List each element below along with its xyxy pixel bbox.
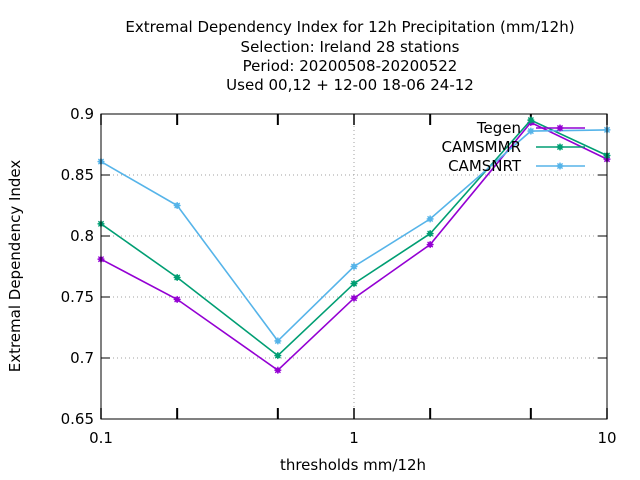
data-point — [556, 162, 564, 170]
title-line-1: Extremal Dependency Index for 12h Precip… — [125, 18, 574, 36]
x-tick-label: 1 — [349, 429, 359, 447]
axis-ticks: 0.65 0.7 0.75 0.8 0.85 0.9 0.1 1 10 — [61, 105, 617, 447]
data-point — [350, 294, 358, 302]
legend-label: CAMSMMR — [441, 138, 521, 156]
data-point — [426, 241, 434, 249]
data-point — [527, 116, 535, 124]
data-point — [274, 366, 282, 374]
title-line-4: Used 00,12 + 12-00 18-06 24-12 — [226, 76, 474, 94]
title-line-3: Period: 20200508-20200522 — [243, 57, 458, 75]
y-axis-label: Extremal Dependency Index — [6, 160, 24, 373]
data-point — [556, 143, 564, 151]
series-camsnrt — [97, 126, 611, 345]
data-point — [274, 337, 282, 345]
x-axis-label: thresholds mm/12h — [280, 456, 426, 474]
series-line-camsmmr — [100, 119, 608, 357]
data-point — [173, 202, 181, 209]
data-point — [527, 127, 535, 135]
y-tick-label: 0.75 — [61, 288, 94, 306]
legend-entry-camsmmr: CAMSMMR — [441, 138, 585, 156]
y-tick-label: 0.85 — [61, 166, 94, 184]
legend-entry-tegen: Tegen — [476, 119, 585, 137]
data-point — [173, 273, 181, 281]
legend-label: Tegen — [476, 119, 521, 137]
data-point — [426, 230, 434, 238]
data-point — [426, 215, 434, 223]
series-lines — [97, 116, 611, 374]
x-tick-label: 10 — [597, 429, 616, 447]
y-tick-label: 0.8 — [70, 227, 94, 245]
title-line-2: Selection: Ireland 28 stations — [241, 38, 460, 56]
data-point — [350, 280, 358, 288]
legend-entry-camsnrt: CAMSNRT — [448, 157, 585, 175]
y-tick-label: 0.7 — [70, 349, 94, 367]
data-point — [173, 295, 181, 303]
data-point — [274, 352, 282, 360]
chart-title: Extremal Dependency Index for 12h Precip… — [125, 18, 574, 94]
plot-frame — [100, 113, 608, 420]
legend-label: CAMSNRT — [448, 157, 522, 175]
data-point — [556, 124, 564, 132]
y-tick-label: 0.65 — [61, 410, 94, 428]
data-point — [350, 263, 358, 270]
series-camsmmr — [97, 116, 611, 360]
x-tick-label: 0.1 — [89, 429, 113, 447]
y-tick-label: 0.9 — [70, 105, 94, 123]
series-line-camsnrt — [100, 129, 608, 343]
